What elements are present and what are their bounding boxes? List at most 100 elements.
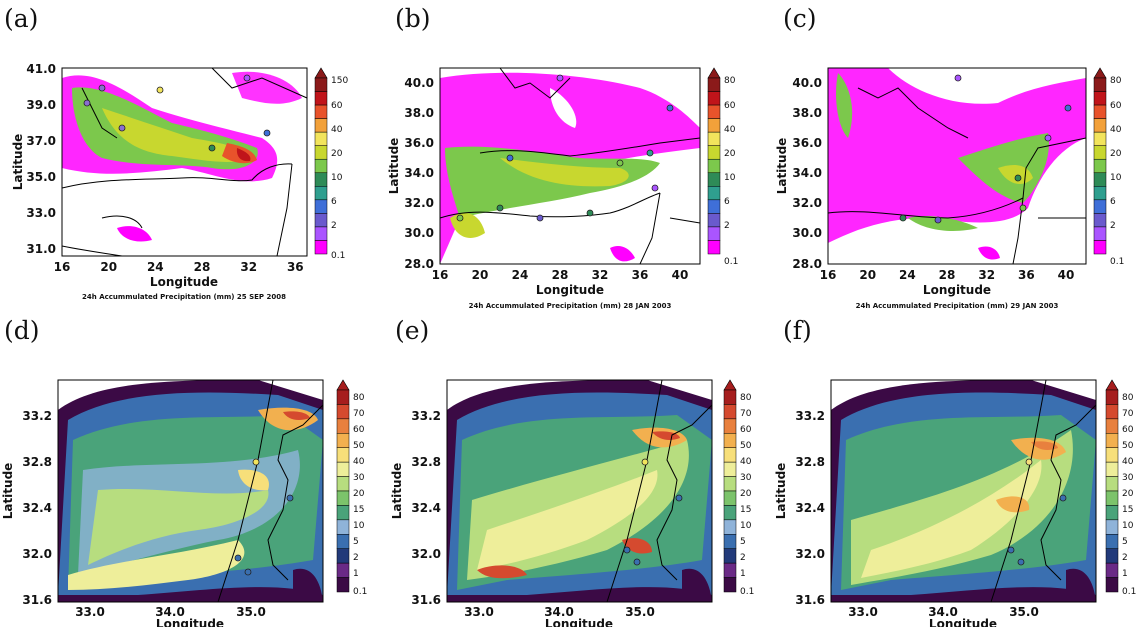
cb-tick: 50 (740, 441, 752, 451)
cb-tick: 70 (353, 409, 365, 419)
cb-tick: 70 (740, 409, 752, 419)
x-axis-label: Longitude (923, 283, 991, 297)
colorbar-swatch (336, 548, 350, 564)
cb-tick: 0.1 (724, 257, 738, 267)
colorbar-swatch (707, 158, 721, 174)
cb-tick: 6 (724, 197, 730, 207)
cb-tick: 10 (1110, 173, 1122, 183)
cb-tick: 40 (1110, 125, 1122, 135)
cb-tick: 2 (740, 553, 746, 563)
y-tick: 37.0 (26, 134, 56, 148)
x-tick: 33.0 (464, 605, 494, 619)
colorbar-swatch (314, 186, 328, 201)
colorbar-swatch (1093, 118, 1107, 133)
x-axis-label: Longitude (545, 617, 613, 627)
colorbar-swatch (1093, 186, 1107, 201)
cb-tick: 2 (1110, 221, 1116, 231)
stations (456, 74, 674, 222)
cb-tick: 15 (1122, 505, 1133, 515)
x-ticks: 16 20 24 28 32 36 40 (432, 268, 689, 282)
x-tick: 35.0 (625, 605, 655, 619)
y-tick: 34.0 (404, 166, 434, 180)
colorbar-swatch (1105, 418, 1119, 434)
panel-b-map: 16 20 24 28 32 36 40 40.0 38.0 36.0 34.0… (387, 67, 738, 310)
y-tick: 34.0 (792, 166, 822, 180)
colorbar-swatch (1105, 490, 1119, 506)
colorbar-arrow (1105, 379, 1119, 391)
y-tick: 32.0 (795, 547, 825, 561)
y-tick: 31.6 (22, 593, 52, 607)
colorbar-swatch (707, 172, 721, 187)
colorbar-swatch (1093, 199, 1107, 214)
colorbar: 80 60 40 20 10 6 2 0.1 (707, 67, 738, 267)
cb-tick: 20 (1122, 489, 1134, 499)
cb-tick: 80 (1110, 76, 1122, 86)
cb-tick: 70 (1122, 409, 1134, 419)
colorbar-swatch (1093, 145, 1107, 160)
coastlines (827, 87, 1087, 265)
colorbar-swatch (723, 577, 737, 593)
cb-tick: 40 (1122, 457, 1134, 467)
colorbar-swatch (336, 418, 350, 434)
coastlines (990, 379, 1097, 603)
colorbar-swatch (707, 226, 721, 241)
x-axis-label: Longitude (156, 617, 224, 627)
x-tick: 35.0 (236, 605, 266, 619)
colorbar-swatch (723, 433, 737, 448)
colorbar-swatch (707, 199, 721, 214)
colorbar-swatch (1093, 104, 1107, 119)
colorbar-swatch (336, 519, 350, 535)
cb-tick: 40 (353, 457, 365, 467)
cb-tick: 6 (1110, 197, 1116, 207)
colorbar-swatch (707, 104, 721, 119)
colorbar-swatch (723, 447, 737, 463)
y-tick: 32.8 (411, 455, 441, 469)
cb-tick: 15 (353, 505, 364, 515)
cb-tick: 60 (353, 425, 365, 435)
cb-tick: 5 (353, 537, 359, 547)
x-tick: 34.0 (928, 605, 958, 619)
colorbar-swatch (314, 145, 328, 160)
colorbar-swatch (707, 77, 721, 92)
y-ticks: 33.2 32.8 32.4 32.0 31.6 (411, 409, 441, 607)
y-tick: 30.0 (404, 226, 434, 240)
colorbar-swatch (1105, 476, 1119, 492)
cb-tick: 80 (1122, 393, 1134, 403)
x-tick: 32 (240, 260, 257, 274)
colorbar-swatch (336, 534, 350, 549)
x-axis-label: Longitude (929, 617, 997, 627)
cb-tick: 0.1 (1110, 257, 1124, 267)
cb-tick: 2 (724, 221, 730, 231)
y-tick: 33.0 (26, 206, 56, 220)
x-axis-label: Longitude (150, 275, 218, 289)
colorbar: 80 70 60 50 40 30 20 15 10 5 2 1 0.1 (336, 379, 367, 597)
cb-tick: 10 (353, 521, 365, 531)
y-tick: 31.0 (26, 242, 56, 256)
x-tick: 24 (899, 268, 916, 282)
colorbar-swatch (336, 490, 350, 506)
colorbar-swatch (707, 213, 721, 228)
colorbar-swatch (1105, 505, 1119, 521)
y-tick: 41.0 (26, 62, 56, 76)
colorbar-ticks: 150 60 40 20 10 6 2 0.1 (331, 76, 348, 261)
cb-tick: 2 (331, 221, 337, 231)
cb-tick: 50 (1122, 441, 1134, 451)
colorbar-ticks: 80 70 60 50 40 30 20 15 10 5 2 1 0.1 (740, 393, 754, 597)
y-tick: 32.4 (22, 501, 52, 515)
colorbar-swatch (1093, 158, 1107, 174)
precip-field (440, 72, 700, 264)
colorbar-swatch (723, 505, 737, 521)
x-tick: 40 (672, 268, 689, 282)
cb-tick: 0.1 (740, 587, 754, 597)
colorbar: 80 70 60 50 40 30 20 15 10 5 2 1 0.1 (723, 379, 754, 597)
y-tick: 40.0 (404, 76, 434, 90)
stations (623, 458, 683, 566)
colorbar-swatch (1105, 548, 1119, 564)
colorbar-swatch (723, 490, 737, 506)
y-tick: 33.2 (22, 409, 52, 423)
x-tick: 28 (194, 260, 211, 274)
colorbar-swatch (723, 562, 737, 578)
x-ticks: 33.0 34.0 35.0 (848, 605, 1039, 619)
figure-caption: 24h Accummulated Precipitation (mm) 28 J… (469, 302, 672, 310)
colorbar-swatch (314, 104, 328, 119)
